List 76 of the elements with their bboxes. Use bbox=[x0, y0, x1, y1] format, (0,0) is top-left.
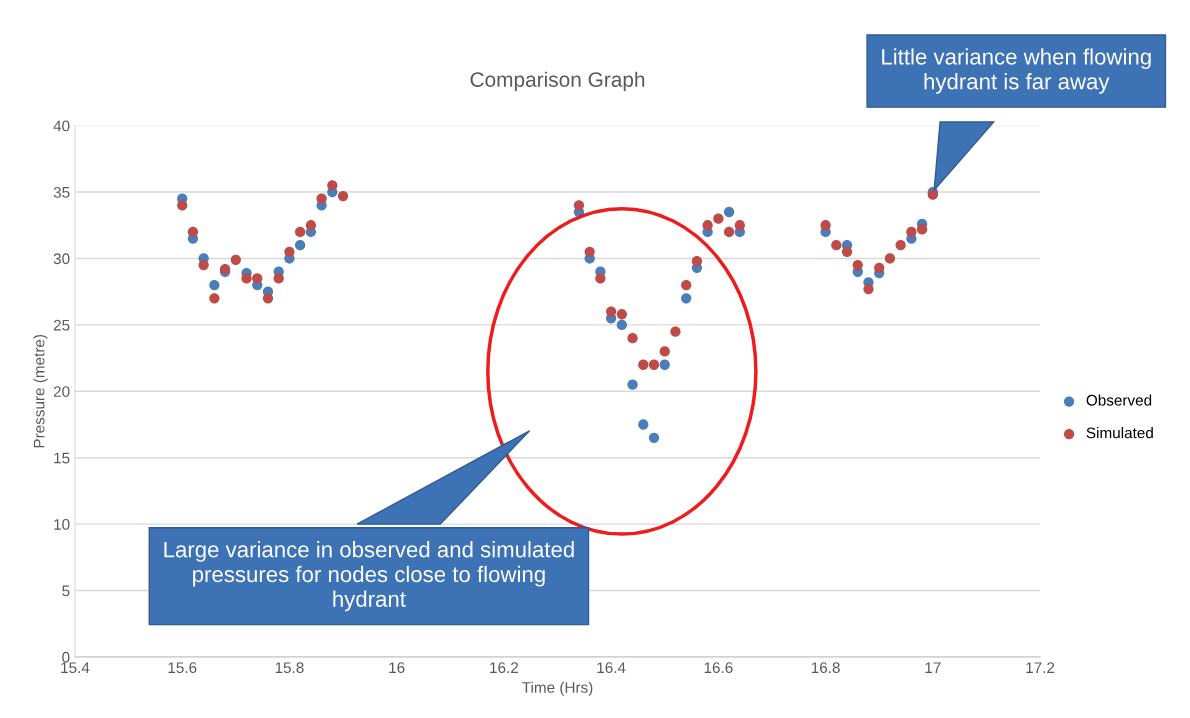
point bbox=[305, 220, 317, 231]
point bbox=[659, 359, 670, 370]
point bbox=[713, 213, 724, 224]
y-tick-label: 20 bbox=[53, 386, 70, 397]
point bbox=[316, 193, 327, 204]
point bbox=[295, 240, 306, 251]
x-tick-label: 16.2 bbox=[490, 662, 518, 674]
text: Little variance when flowing hydrant is far away bbox=[882, 48, 1151, 94]
x-axis-title: Time (Hrs) bbox=[522, 681, 593, 696]
point bbox=[295, 226, 306, 238]
point bbox=[895, 240, 906, 251]
point bbox=[327, 180, 338, 191]
point bbox=[616, 319, 627, 331]
legend-label: Simulated bbox=[1086, 427, 1153, 439]
point bbox=[638, 419, 649, 430]
y-tick-label: 35 bbox=[53, 186, 70, 198]
point bbox=[670, 326, 681, 337]
point bbox=[177, 200, 188, 211]
point bbox=[284, 246, 295, 257]
x-tick-label: 15.6 bbox=[168, 662, 197, 674]
x-tick-label: 17.2 bbox=[1026, 662, 1055, 673]
point bbox=[605, 306, 617, 317]
point bbox=[198, 259, 209, 271]
point bbox=[734, 220, 745, 231]
point bbox=[820, 220, 831, 231]
y-tick-label: 30 bbox=[53, 253, 70, 265]
point bbox=[241, 273, 252, 284]
point bbox=[648, 432, 660, 443]
point bbox=[723, 226, 735, 238]
y-tick-label: 15 bbox=[54, 452, 70, 464]
x-tick-label: 17 bbox=[925, 662, 941, 673]
point bbox=[209, 279, 220, 291]
point bbox=[681, 279, 692, 291]
point bbox=[659, 346, 670, 357]
point bbox=[187, 226, 199, 238]
point bbox=[831, 240, 842, 251]
point bbox=[863, 283, 874, 295]
chart-title: Comparison Graph bbox=[470, 71, 645, 92]
point bbox=[638, 359, 649, 370]
point bbox=[916, 224, 928, 235]
point bbox=[906, 226, 917, 238]
point bbox=[648, 359, 660, 370]
point bbox=[681, 293, 692, 304]
y-axis-title: Pressure (metre) bbox=[33, 334, 48, 448]
point bbox=[595, 273, 606, 284]
y-tick-label: 0 bbox=[62, 651, 70, 663]
point bbox=[627, 333, 638, 344]
legend-label: Observed bbox=[1086, 394, 1152, 406]
y-tick-label: 25 bbox=[53, 319, 70, 331]
x-tick-label: 16.6 bbox=[704, 662, 733, 674]
annotation: Large variance in observed and simulated pressures for nodes close to flowing hydrant bbox=[164, 541, 574, 612]
x-tick-label: 16.4 bbox=[597, 662, 626, 674]
x-tick-label: 15.8 bbox=[275, 662, 304, 674]
point bbox=[337, 190, 349, 202]
point bbox=[273, 273, 284, 284]
y-tick-label: 5 bbox=[62, 585, 70, 597]
y-tick-label: 10 bbox=[54, 519, 70, 530]
point bbox=[584, 246, 595, 257]
x-tick-label: 15.4 bbox=[61, 662, 90, 674]
x-tick-label: 16.8 bbox=[811, 662, 840, 674]
point bbox=[723, 206, 735, 218]
point bbox=[702, 220, 713, 231]
point bbox=[874, 262, 885, 273]
point bbox=[841, 246, 853, 257]
point bbox=[691, 255, 703, 267]
point bbox=[627, 379, 638, 390]
point bbox=[209, 293, 220, 304]
point bbox=[262, 293, 274, 304]
point bbox=[616, 309, 627, 320]
point bbox=[252, 273, 263, 284]
y-tick-label: 40 bbox=[53, 120, 70, 132]
point bbox=[884, 253, 896, 264]
point bbox=[573, 200, 585, 211]
point bbox=[230, 254, 241, 265]
x-tick-label: 16 bbox=[389, 662, 405, 674]
point bbox=[852, 259, 863, 271]
